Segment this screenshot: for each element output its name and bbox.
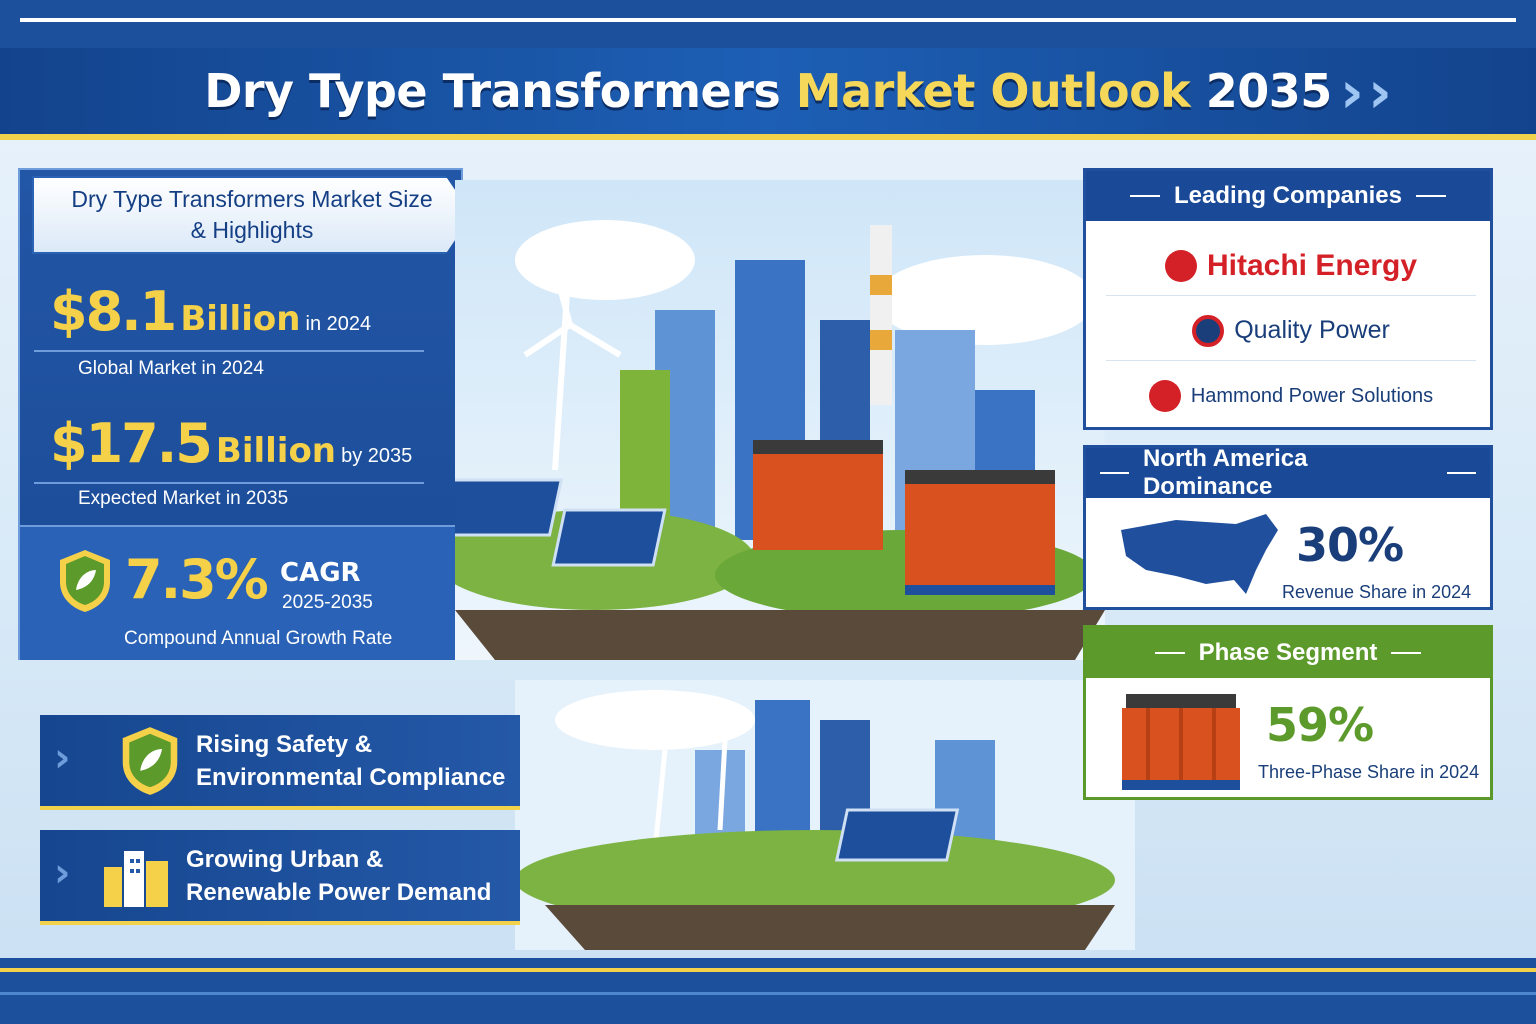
phase-segment-box: Phase Segment 59% Three-Phase Share in 2…: [1083, 625, 1493, 800]
stat-2024: $8.1 Billion in 2024: [50, 280, 372, 343]
city-energy-illustration: [455, 180, 1105, 660]
stat-2024-caption: Global Market in 2024: [78, 358, 264, 379]
three-phase-share: 59%: [1266, 698, 1374, 752]
driver-safety-line1: Rising Safety &: [196, 730, 373, 758]
chevron-right-icon: ›: [1340, 58, 1364, 126]
company-quality-power: Quality Power: [1106, 301, 1476, 361]
stat-cagr: 7.3%: [125, 548, 269, 611]
cagr-label: CAGR: [280, 558, 361, 588]
bottom-frame: [0, 958, 1536, 1024]
shield-leaf-icon: [122, 726, 178, 795]
north-america-heading: North America Dominance: [1086, 445, 1490, 500]
divider: [34, 482, 424, 484]
three-phase-caption: Three-Phase Share in 2024: [1258, 762, 1480, 782]
cagr-period: 2025-2035: [282, 592, 373, 613]
shield-leaf-icon: [60, 550, 110, 612]
companies-heading: Leading Companies: [1086, 171, 1490, 221]
stat-2035: $17.5 Billion by 2035: [50, 412, 413, 475]
highlights-heading: Dry Type Transformers Market Size & Highl…: [32, 176, 472, 254]
chevron-right-icon: ›: [1368, 58, 1392, 126]
city-buildings-icon: [104, 850, 168, 907]
chevron-right-icon: ›: [54, 850, 71, 896]
north-america-box: North America Dominance 30% Revenue Shar…: [1083, 445, 1493, 610]
title-banner: Dry Type Transformers Market Outlook 203…: [0, 48, 1536, 140]
transformer-icon: [1122, 694, 1240, 790]
renewable-city-illustration: [515, 680, 1135, 950]
quality-power-logo-icon: [1192, 314, 1225, 347]
hammond-logo-icon: [1148, 380, 1181, 412]
driver-urban-line1: Growing Urban &: [186, 845, 384, 873]
chevron-right-icon: ›: [54, 735, 71, 781]
north-america-caption: Revenue Share in 2024: [1282, 582, 1472, 602]
stat-2035-caption: Expected Market in 2035: [78, 488, 289, 509]
company-hitachi: Hitachi Energy: [1106, 236, 1476, 296]
driver-urban: Growing Urban & Renewable Power Demand: [40, 830, 520, 925]
page-title: Dry Type Transformers Market Outlook 203…: [204, 64, 1332, 118]
driver-urban-line2: Renewable Power Demand: [186, 878, 492, 906]
phase-heading: Phase Segment: [1086, 628, 1490, 678]
hitachi-logo-icon: [1164, 249, 1197, 282]
driver-safety-line2: Environmental Compliance: [196, 763, 506, 791]
company-hammond: Hammond Power Solutions: [1106, 366, 1476, 426]
usa-map-icon: [1121, 514, 1278, 594]
cagr-caption: Compound Annual Growth Rate: [124, 628, 393, 649]
driver-safety: Rising Safety & Environmental Compliance: [40, 715, 520, 810]
divider: [34, 350, 424, 352]
leading-companies-box: Leading Companies Hitachi Energy Quality…: [1083, 168, 1493, 430]
north-america-share: 30%: [1296, 518, 1404, 572]
